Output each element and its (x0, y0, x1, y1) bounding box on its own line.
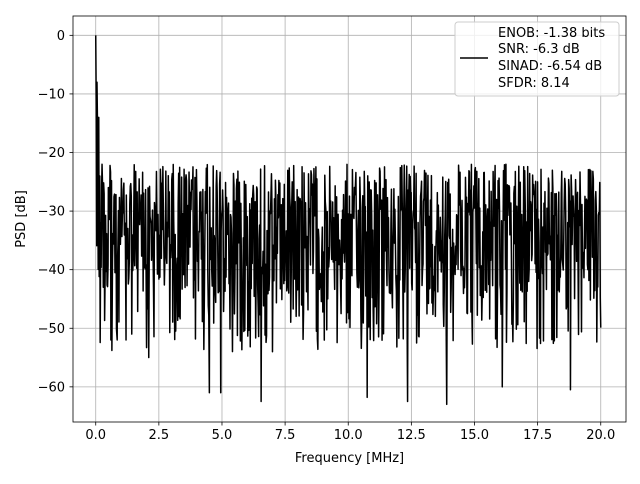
x-tick-label: 15.0 (460, 428, 489, 443)
x-tick-label: 5.0 (212, 428, 233, 443)
x-tick-label: 7.5 (275, 428, 296, 443)
legend: ENOB: -1.38 bits SNR: -6.3 dB SINAD: -6.… (454, 21, 620, 97)
y-axis-ticks: 0 −10 −20 −30 −40 −50 −60 (38, 29, 73, 395)
psd-series-line (94, 35, 602, 406)
x-tick-label: 17.5 (523, 428, 552, 443)
y-tick-label: −40 (38, 263, 65, 278)
y-tick-label: −60 (38, 380, 65, 395)
x-tick-label: 2.5 (149, 428, 170, 443)
x-tick-label: 12.5 (397, 428, 426, 443)
legend-entry-enob: ENOB: -1.38 bits (498, 26, 605, 41)
y-axis-label: PSD [dB] (14, 190, 29, 248)
legend-entry-snr: SNR: -6.3 dB (498, 42, 580, 57)
legend-frame (454, 21, 620, 97)
y-tick-label: −20 (38, 146, 65, 161)
y-tick-label: 0 (57, 29, 65, 44)
y-tick-label: −50 (38, 322, 65, 337)
legend-entry-sinad: SINAD: -6.54 dB (498, 59, 602, 74)
legend-entry-sfdr: SFDR: 8.14 (498, 76, 570, 91)
x-tick-label: 20.0 (586, 428, 615, 443)
x-axis-label: Frequency [MHz] (295, 451, 404, 466)
x-tick-label: 10.0 (334, 428, 363, 443)
y-tick-label: −30 (38, 205, 65, 220)
x-tick-label: 0.0 (85, 428, 106, 443)
y-tick-label: −10 (38, 87, 65, 102)
x-axis-ticks: 0.0 2.5 5.0 7.5 10.0 12.5 15.0 17.5 20.0 (85, 422, 615, 443)
plot-frame (72, 15, 627, 423)
